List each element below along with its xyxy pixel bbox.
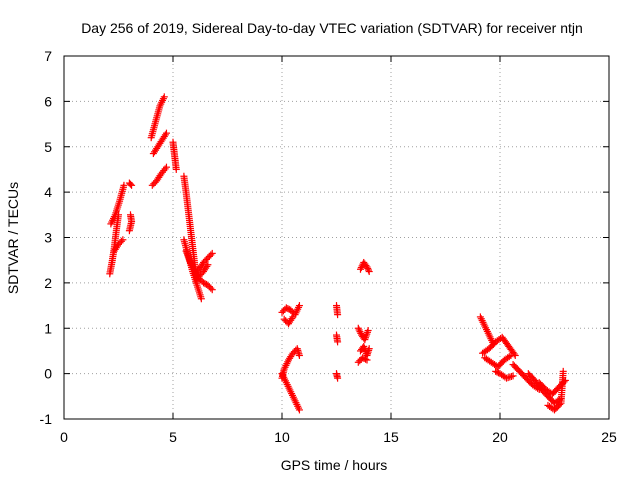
data-point [161, 131, 169, 139]
data-point [507, 351, 515, 359]
y-tick-label: 7 [44, 48, 52, 64]
data-point [334, 374, 342, 382]
data-point [556, 400, 564, 408]
data-point [365, 268, 373, 276]
data-point [354, 324, 362, 332]
x-axis-label: GPS time / hours [281, 457, 388, 473]
y-axis-label: SDTVAR / TECUs [5, 182, 21, 294]
data-point [510, 350, 518, 358]
data-point [355, 326, 363, 334]
data-point [120, 181, 128, 189]
y-tick-label: 5 [44, 139, 52, 155]
data-point [126, 211, 134, 219]
data-point [208, 286, 216, 294]
data-point [204, 261, 212, 269]
x-tick-label: 15 [383, 429, 399, 445]
y-tick-label: 3 [44, 230, 52, 246]
data-point [362, 355, 370, 363]
x-tick-label: 10 [274, 429, 290, 445]
x-tick-label: 20 [492, 429, 508, 445]
y-tick-label: 6 [44, 93, 52, 109]
grid-lines [64, 56, 609, 419]
data-point [162, 163, 170, 171]
data-point [356, 328, 364, 336]
data-point [126, 180, 134, 188]
data-point [364, 327, 372, 335]
data-point [289, 313, 297, 321]
data-point [295, 302, 303, 310]
data-point [207, 284, 215, 292]
data-point [364, 266, 372, 274]
data-point [509, 372, 517, 380]
data-point [162, 129, 170, 137]
data-point [288, 315, 296, 323]
x-tick-label: 5 [169, 429, 177, 445]
data-point [208, 249, 216, 257]
y-tick-label: 0 [44, 366, 52, 382]
data-point [505, 353, 513, 361]
data-point [295, 351, 303, 359]
data-point [117, 237, 125, 245]
y-tick-label: 1 [44, 320, 52, 336]
x-tick-label: 0 [60, 429, 68, 445]
y-tick-label: -1 [40, 411, 53, 427]
x-tick-label: 25 [601, 429, 617, 445]
data-point [207, 251, 215, 259]
chart-title: Day 256 of 2019, Sidereal Day-to-day VTE… [81, 20, 583, 36]
data-point [160, 93, 168, 101]
data-point [119, 236, 127, 244]
data-point [334, 311, 342, 319]
data-point [161, 165, 169, 173]
data-point [203, 262, 211, 270]
y-tick-label: 4 [44, 184, 52, 200]
data-point [364, 265, 372, 273]
data-point [128, 181, 136, 189]
y-tick-label: 2 [44, 275, 52, 291]
data-point [363, 263, 371, 271]
data-point [197, 295, 205, 303]
data-point [295, 406, 303, 414]
data-point [334, 338, 342, 346]
data-point [365, 345, 373, 353]
data-point [363, 356, 371, 364]
data-point [559, 367, 567, 375]
axis-ticks: 0 5 10 15 20 25 -1 0 1 2 3 4 5 6 7 [40, 48, 617, 445]
data-marks [106, 93, 569, 414]
data-point [172, 165, 180, 173]
data-point [356, 265, 364, 273]
